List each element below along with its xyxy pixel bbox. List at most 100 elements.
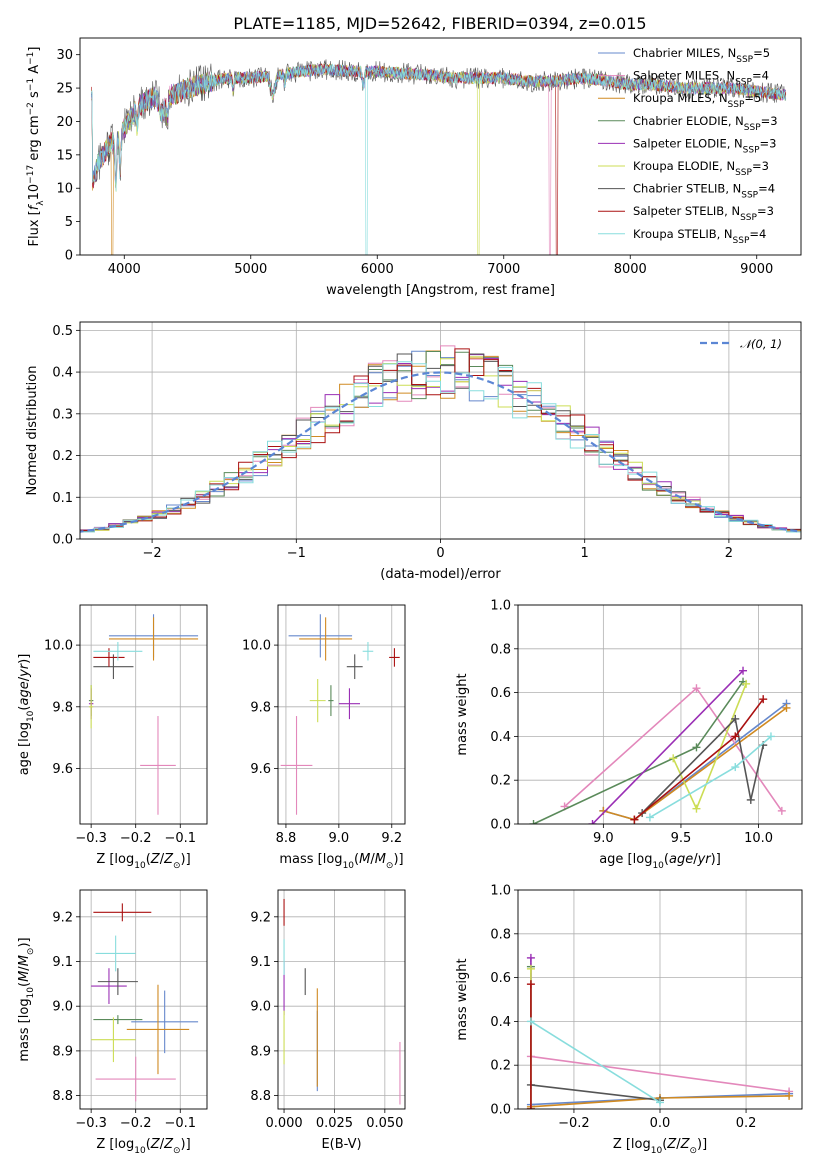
weight_vs_age-ytick-label: 1.0 bbox=[490, 599, 511, 614]
residuals-ytick-label: 0.5 bbox=[52, 324, 73, 339]
weight-marker bbox=[645, 813, 654, 822]
weight_vs_age-ylabel: mass weight bbox=[455, 673, 470, 755]
legend-label: Chabrier ELODIE, NSSP=3 bbox=[633, 114, 778, 133]
weight_vs_Z-xlabel: Z [log10(Z/Z⊙)] bbox=[613, 1137, 707, 1156]
weight-marker bbox=[742, 679, 751, 688]
residuals-xtick-label: 2 bbox=[725, 546, 733, 561]
errorbar-point bbox=[95, 1056, 176, 1102]
errorbar-point bbox=[91, 968, 127, 1004]
mass_vs_ebv-xlabel: E(B-V) bbox=[321, 1137, 361, 1152]
errorbar-point bbox=[126, 984, 190, 1075]
weight_vs_Z-grid bbox=[518, 889, 802, 1110]
weight_vs_age-ytick-label: 0.4 bbox=[490, 730, 511, 745]
errorbar-point bbox=[140, 716, 176, 815]
errorbar-point bbox=[88, 685, 94, 729]
errorbar-point bbox=[299, 617, 353, 661]
errorbar-point bbox=[93, 1015, 143, 1025]
mass_vs_ebv-ytick-label: 8.8 bbox=[250, 1089, 271, 1104]
weight-marker bbox=[656, 1098, 664, 1107]
weight-marker bbox=[746, 795, 755, 804]
mass_vs_Z-ytick-label: 9.0 bbox=[52, 1000, 73, 1015]
errorbar-point bbox=[328, 685, 334, 717]
mass_vs_Z-ytick-label: 9.1 bbox=[52, 955, 73, 970]
mass_vs_ebv-grid bbox=[278, 890, 405, 1109]
age_vs_Z-ytick-label: 10.0 bbox=[44, 639, 73, 654]
weight_vs_Z-xtick-label: −0.2 bbox=[558, 1116, 590, 1131]
weight_vs_Z-ytick-label: 1.0 bbox=[490, 884, 511, 899]
age_vs_mass-ytick-label: 9.8 bbox=[250, 700, 271, 715]
residuals-ytick-label: 0.3 bbox=[52, 407, 73, 422]
panels: 4000 5000 6000 7000 8000 9000051015202530wave… bbox=[17, 37, 803, 1156]
weight-marker bbox=[669, 754, 678, 763]
spectrum-ytick-label: 25 bbox=[56, 82, 73, 97]
mass_vs_Z-grid bbox=[80, 890, 207, 1109]
weight_vs_age-frame bbox=[517, 604, 803, 825]
errorbar-point bbox=[93, 654, 134, 680]
weight-marker bbox=[526, 1017, 535, 1026]
weight-marker bbox=[785, 1091, 794, 1100]
age_vs_mass-xtick-label: 8.8 bbox=[276, 831, 297, 846]
weight_vs_age-xtick-label: 9.5 bbox=[671, 831, 692, 846]
spectrum-xtick-label: 9000 bbox=[740, 262, 773, 277]
residuals-panel: −2 −1 0 1 2 0.0 0.1 0.2 0.3 0.4 0.5 (data-model)/er… bbox=[25, 321, 802, 582]
spectrum-xtick-label: 4000 bbox=[108, 262, 141, 277]
errorbar-point bbox=[280, 716, 313, 815]
weight_vs_Z-panel: −0.2 0.0 0.2 0.0 0.2 0.4 0.6 0.8 1.0 Z [log10(Z/Z… bbox=[455, 884, 803, 1156]
spectrum-ytick-label: 5 bbox=[65, 215, 73, 230]
spectrum-ytick-label: 10 bbox=[56, 182, 73, 197]
age_vs_mass-grid bbox=[278, 605, 405, 824]
errorbar-point bbox=[131, 990, 199, 1054]
legend-label: Salpeter STELIB, NSSP=3 bbox=[633, 204, 774, 223]
weight_vs_Z-frame bbox=[517, 889, 803, 1110]
age_vs_mass-xtick-label: 9.2 bbox=[381, 831, 402, 846]
spectrum-xtick-label: 8000 bbox=[614, 262, 647, 277]
age_vs_Z-ytick-label: 9.6 bbox=[52, 762, 73, 777]
spectrum-xtick-label: 7000 bbox=[487, 262, 520, 277]
spectrum-series-line bbox=[91, 64, 786, 188]
normal-reference-curve bbox=[80, 371, 801, 533]
weight-marker bbox=[526, 953, 535, 962]
age_vs_Z-xtick-label: −0.3 bbox=[75, 831, 107, 846]
weight_vs_age-ytick-label: 0.2 bbox=[490, 774, 511, 789]
age_vs_Z-xlabel: Z [log10(Z/Z⊙)] bbox=[96, 852, 190, 871]
errorbar-point bbox=[346, 654, 363, 680]
errorbar-point bbox=[97, 968, 138, 996]
age_vs_Z-panel: −0.3 −0.2 −0.1 9.6 9.8 10.0 Z [log10(Z/Z⊙)] age… bbox=[17, 604, 208, 871]
weight_vs_Z-ylabel: mass weight bbox=[455, 958, 470, 1040]
weight-marker bbox=[526, 980, 535, 989]
weight-marker bbox=[588, 820, 597, 824]
mass_vs_Z-xtick-label: −0.3 bbox=[75, 1116, 107, 1131]
spectrum-legend: Chabrier MILES, NSSP=5 Salpeter MILES, NS… bbox=[598, 46, 778, 246]
legend-label: Kroupa STELIB, NSSP=4 bbox=[633, 227, 766, 246]
spectrum-panel: 4000 5000 6000 7000 8000 9000 0 5 10 15 20 25 30 wave… bbox=[26, 37, 802, 298]
residuals-ytick-label: 0.0 bbox=[52, 533, 73, 548]
weight-marker bbox=[692, 684, 701, 693]
legend-label: 𝒩(0, 1) bbox=[740, 337, 782, 351]
errorbar-point bbox=[309, 679, 326, 723]
spectrum-frame bbox=[79, 37, 802, 256]
mass_vs_ebv-xtick-label: 0.000 bbox=[265, 1116, 302, 1131]
weight_vs_age-ytick-label: 0.8 bbox=[490, 642, 511, 657]
weight_vs_age-ytick-label: 0.6 bbox=[490, 686, 511, 701]
residuals-xtick-label: −2 bbox=[143, 546, 162, 561]
weight_vs_Z-lines bbox=[526, 953, 794, 1109]
residuals-xlabel: (data-model)/error bbox=[380, 567, 501, 582]
mass_vs_ebv-panel: 0.000 0.025 0.050 8.8 8.9 9.0 9.1 9.2 E(B-V) bbox=[250, 889, 406, 1152]
weight_vs_Z-ytick-label: 0.8 bbox=[490, 927, 511, 942]
weight_vs_Z-ytick-label: 0.6 bbox=[490, 971, 511, 986]
weight_vs_age-panel: 9.0 9.5 10.0 0.0 0.2 0.4 0.6 0.8 1.0 age [log10(a… bbox=[455, 599, 803, 871]
legend-label: Kroupa MILES, NSSP=5 bbox=[633, 91, 761, 110]
spectrum-ytick-label: 0 bbox=[65, 249, 73, 264]
weight_vs_Z-xtick-label: 0.2 bbox=[736, 1116, 757, 1131]
age_vs_Z-xtick-label: −0.1 bbox=[164, 831, 196, 846]
mass_vs_Z-xlabel: Z [log10(Z/Z⊙)] bbox=[96, 1137, 190, 1156]
mass_vs_Z-frame bbox=[79, 889, 208, 1110]
weight_vs_Z-ytick-label: 0.0 bbox=[490, 1103, 511, 1118]
weight-series-line bbox=[530, 1020, 661, 1104]
errorbar-point bbox=[93, 903, 152, 922]
mass_vs_Z-ytick-label: 8.8 bbox=[52, 1089, 73, 1104]
mass_vs_ebv-frame bbox=[277, 889, 406, 1110]
weight-marker bbox=[526, 964, 535, 973]
weight-series-line bbox=[530, 1084, 661, 1101]
